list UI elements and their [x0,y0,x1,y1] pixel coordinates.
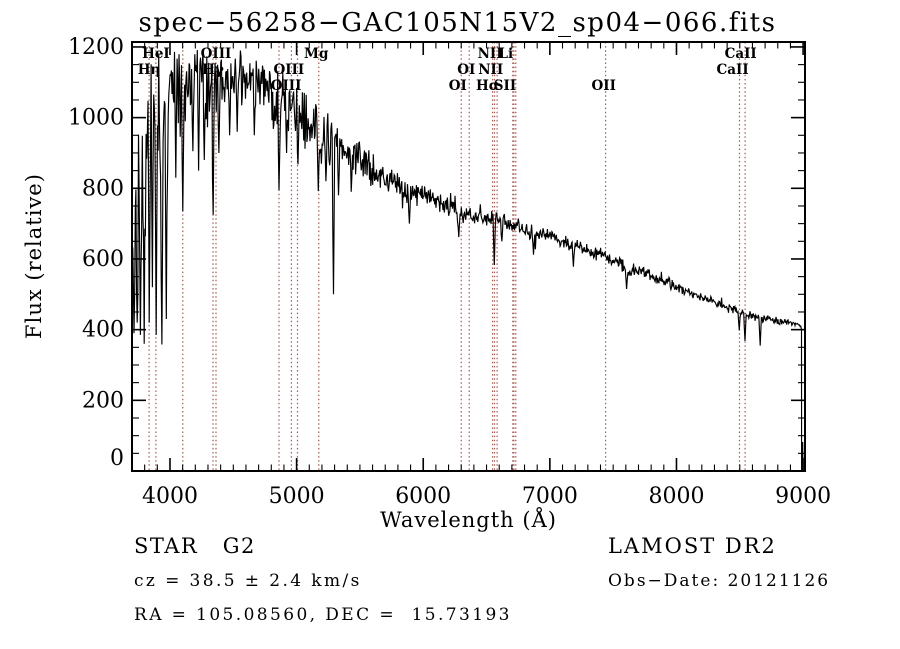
y-tick-label: 800 [82,176,124,201]
y-tick-label: 600 [82,247,124,272]
x-tick-label: 8000 [649,484,705,509]
spectral-line-label: Li [498,46,513,62]
y-tick-label: 1000 [68,106,124,131]
ra-dec-text: RA = 105.08560, DEC = 15.73193 [134,605,512,625]
obs-date-text: Obs−Date: 20121126 [608,571,831,591]
y-tick-label: 1200 [68,35,124,60]
y-tick-label: 400 [82,318,124,343]
cz-text: cz = 38.5 ± 2.4 km/s [134,571,362,591]
spectral-line-label: Mg [304,46,329,62]
spectral-line-label: OII [592,78,616,94]
spectral-line-label: HeI [142,46,170,62]
axis-ticks: 4000 5000 6000 7000 8000 9000 0 200 400 600 800 100… [68,35,831,509]
spectral-line-markers [148,42,746,471]
object-class-text: STAR G2 [134,534,256,558]
x-axis-label: Wavelength (Å) [380,508,557,532]
spectral-line-label: NII [478,62,503,78]
spectral-line-label: OIII [274,62,305,78]
spectral-line-label: NII [478,46,503,62]
spectral-line-label: OIII [201,46,232,62]
spectral-line-label: Hγ [202,62,224,78]
spectral-line-label: CaII [725,46,757,62]
x-tick-label: 5000 [269,484,325,509]
survey-text: LAMOST DR2 [608,534,777,558]
x-tick-label: 7000 [522,484,578,509]
spectral-line-label: CaII [717,62,749,78]
plot-frame [131,41,806,472]
spectral-line-label: SII [494,78,516,94]
spectral-line-label: OI [449,78,467,94]
spectral-line-label: OI [457,62,475,78]
spectrum-path [131,49,805,472]
x-tick-label: 9000 [775,484,831,509]
plot-title: spec−56258−GAC105N15V2_sp04−066.fits [138,8,777,38]
y-tick-label: 200 [82,388,124,413]
x-tick-label: 6000 [395,484,451,509]
spectral-line-label: OIII [271,78,302,94]
spectral-line-label: Hη [138,62,161,78]
spectral-line-label: Hα [476,78,500,94]
y-axis-label: Flux (relative) [22,173,46,339]
x-tick-label: 4000 [142,484,198,509]
y-tick-label: 0 [110,446,124,471]
